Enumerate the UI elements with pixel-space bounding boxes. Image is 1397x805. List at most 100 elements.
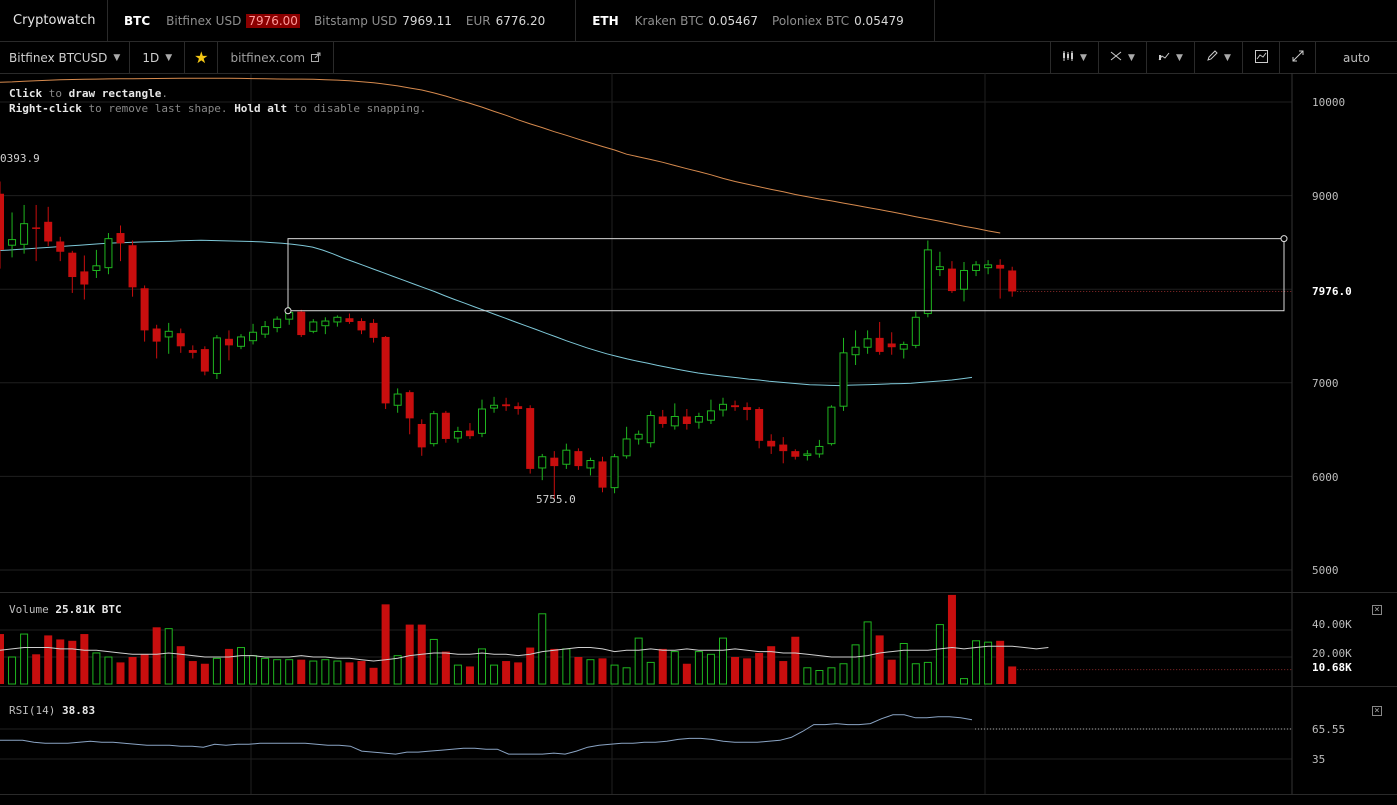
- app-title[interactable]: Cryptowatch: [0, 0, 108, 41]
- volume-bar: [827, 667, 836, 685]
- chevron-down-icon: ▼: [1128, 52, 1135, 63]
- candle-body: [20, 223, 29, 245]
- volume-bar: [20, 633, 29, 685]
- volume-bar: [622, 667, 631, 685]
- volume-chart[interactable]: [0, 593, 1397, 686]
- drawing-tools-button[interactable]: ▼: [1146, 42, 1194, 73]
- top-ticker-bar: Cryptowatch BTC Bitfinex USD 7976.00 Bit…: [0, 0, 1397, 42]
- ticker-value[interactable]: 7976.00: [246, 13, 300, 28]
- volume-bar: [923, 661, 932, 685]
- eth-ticker-group[interactable]: ETH Kraken BTC 0.05467 Poloniex BTC 0.05…: [576, 0, 935, 41]
- candle-body: [309, 321, 318, 332]
- candle-body: [116, 233, 125, 244]
- fullscreen-button[interactable]: [1279, 42, 1315, 73]
- toolbar-right: ▼ ▼ ▼ ▼ auto: [1050, 42, 1397, 73]
- candle-body: [658, 416, 667, 424]
- candle-body: [887, 343, 896, 348]
- volume-bar: [309, 660, 318, 685]
- candle-body: [827, 406, 836, 445]
- candle-body: [212, 337, 221, 374]
- candle-body: [875, 337, 884, 352]
- volume-bar: [694, 651, 703, 685]
- indicators-button[interactable]: ▼: [1098, 42, 1146, 73]
- rsi-line: [0, 714, 973, 755]
- volume-axis-tick: 40.00K: [1312, 618, 1352, 631]
- volume-bar: [297, 659, 306, 684]
- ticker-value[interactable]: 0.05467: [708, 13, 759, 28]
- volume-bar: [261, 657, 270, 685]
- site-link[interactable]: bitfinex.com: [218, 42, 335, 73]
- volume-bar: [984, 641, 993, 685]
- candle-body: [249, 331, 258, 342]
- candle-body: [393, 393, 402, 406]
- ticker-label[interactable]: Bitfinex USD: [166, 13, 242, 28]
- ticker-label[interactable]: Bitstamp USD: [313, 13, 398, 28]
- candle-body: [441, 412, 450, 439]
- volume-bar: [634, 637, 643, 685]
- volume-bar: [393, 655, 402, 685]
- volume-bar: [947, 594, 956, 684]
- slow-moving-average-line: [0, 77, 1001, 234]
- candle-body: [357, 321, 366, 331]
- favorite-button[interactable]: ★: [185, 42, 219, 73]
- chart-toolbar: Bitfinex BTCUSD ▼ 1D ▼ ★ bitfinex.com ▼ ▼ …: [0, 42, 1397, 74]
- ticker-label[interactable]: Kraken BTC: [634, 13, 704, 28]
- candle-body: [706, 410, 715, 421]
- close-rsi-button[interactable]: ×: [1372, 706, 1382, 716]
- candle-body: [682, 416, 691, 424]
- market-select[interactable]: Bitfinex BTCUSD ▼: [0, 42, 131, 73]
- volume-bar: [791, 636, 800, 684]
- candle-body: [321, 320, 330, 327]
- bottom-divider: [0, 794, 1397, 795]
- candle-body: [92, 265, 101, 271]
- candle-body: [176, 333, 185, 347]
- candle-body: [152, 328, 161, 342]
- pencil-button[interactable]: ▼: [1194, 42, 1242, 73]
- pane-divider[interactable]: [0, 686, 1397, 687]
- volume-bar: [0, 634, 4, 684]
- volume-bar: [200, 663, 209, 684]
- interval-select[interactable]: 1D ▼: [130, 42, 186, 73]
- candle-body: [972, 264, 981, 271]
- volume-bar: [357, 661, 366, 684]
- low-annotation: 5755.0: [536, 493, 576, 506]
- candle-body: [333, 316, 342, 323]
- volume-bar: [562, 648, 571, 685]
- candle-body: [0, 193, 4, 250]
- btc-ticker-group[interactable]: BTC Bitfinex USD 7976.00 Bitstamp USD 79…: [108, 0, 577, 41]
- candle-body: [803, 453, 812, 456]
- close-volume-button[interactable]: ×: [1372, 605, 1382, 615]
- fast-moving-average-line: [0, 239, 973, 387]
- price-chart[interactable]: [0, 73, 1397, 593]
- candle-body: [453, 430, 462, 439]
- volume-bar: [140, 654, 149, 684]
- volume-bar: [152, 627, 161, 684]
- candle-body: [984, 264, 993, 269]
- ticker-label[interactable]: EUR: [465, 13, 491, 28]
- ticker-value[interactable]: 6776.20: [495, 13, 546, 28]
- rsi-chart[interactable]: [0, 687, 1397, 795]
- volume-bar: [755, 652, 764, 684]
- pane-divider[interactable]: [0, 592, 1397, 593]
- candle-body: [863, 338, 872, 348]
- instr-text: to disable snapping.: [287, 102, 427, 115]
- eth-symbol[interactable]: ETH: [592, 13, 619, 28]
- volume-bar: [285, 659, 294, 685]
- pencil-icon: [1206, 50, 1218, 65]
- price-axis-tick: 10000: [1312, 96, 1346, 109]
- candle-body: [502, 404, 511, 407]
- scale-mode-button[interactable]: auto: [1315, 42, 1397, 73]
- chart-type-button[interactable]: ▼: [1050, 42, 1098, 73]
- rectangle-handle: [284, 307, 292, 315]
- candle-body: [743, 407, 752, 410]
- volume-bar: [369, 667, 378, 684]
- ticker-value[interactable]: 7969.11: [402, 13, 452, 28]
- candle-body: [634, 433, 643, 440]
- instr-text: to remove last shape.: [81, 102, 235, 115]
- candle-body: [1008, 270, 1017, 292]
- chart-settings-button[interactable]: [1242, 42, 1279, 73]
- candle-body: [791, 451, 800, 457]
- btc-symbol[interactable]: BTC: [124, 13, 151, 28]
- ticker-label[interactable]: Poloniex BTC: [772, 13, 850, 28]
- ticker-value[interactable]: 0.05479: [854, 13, 904, 28]
